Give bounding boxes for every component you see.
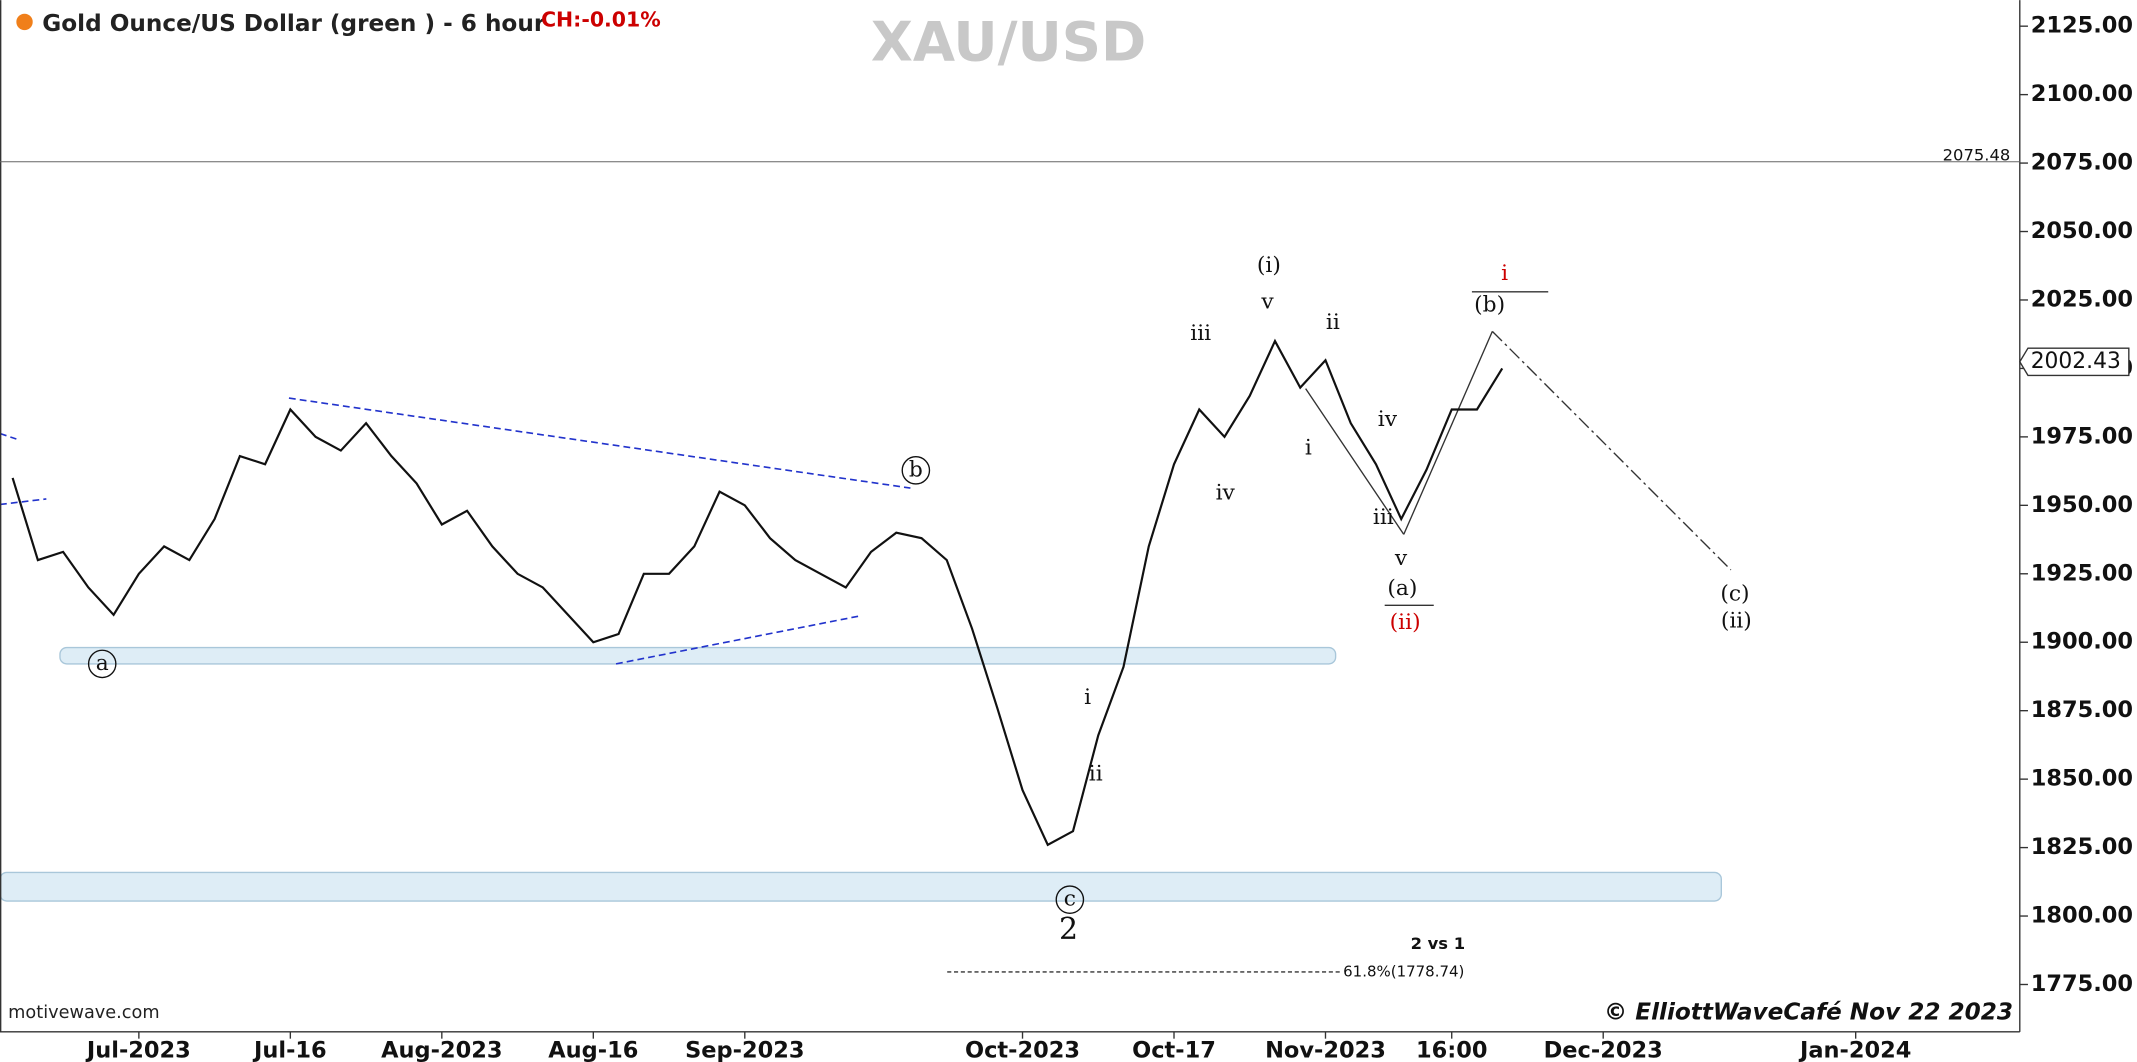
x-tick-label: Oct-2023 xyxy=(965,1037,1080,1062)
y-tick-label: 2050.00 xyxy=(2031,218,2133,244)
wave-label: i xyxy=(1305,436,1312,461)
x-tick-label: Nov-2023 xyxy=(1265,1037,1386,1062)
wave-label: i xyxy=(1084,685,1091,710)
wave-label: ii xyxy=(1089,761,1103,786)
y-tick-label: 1975.00 xyxy=(2031,423,2133,449)
wave-label: iii xyxy=(1373,505,1394,530)
wave-circles xyxy=(87,456,1085,914)
y-tick-label: 1950.00 xyxy=(2031,492,2133,518)
change-label: CH:-0.01% xyxy=(541,8,661,32)
y-tick-label: 1925.00 xyxy=(2031,560,2133,586)
support-zone xyxy=(59,646,1337,665)
watermark: XAU/USD xyxy=(871,9,1146,73)
x-tick-label: Aug-2023 xyxy=(381,1037,502,1062)
last-price-label: 2002.43 xyxy=(2031,349,2121,374)
reference-label: 2075.48 xyxy=(1943,145,2011,164)
x-tick-label: Jan-2024 xyxy=(1798,1037,1911,1062)
y-tick-label: 2075.00 xyxy=(2031,150,2133,176)
wave-label: (b) xyxy=(1474,292,1505,317)
y-tick-label: 2125.00 xyxy=(2031,13,2133,39)
wave-label: v xyxy=(1394,546,1408,571)
wave-label: (i) xyxy=(1257,253,1281,278)
support-zone xyxy=(0,871,1723,902)
wave-label: b xyxy=(909,457,923,482)
wave-label: iii xyxy=(1190,321,1211,346)
series-dot xyxy=(16,13,33,31)
y-tick-label: 1800.00 xyxy=(2031,903,2133,929)
x-tick-label: Dec-2023 xyxy=(1544,1037,1663,1062)
wave-label: c xyxy=(1064,887,1076,912)
x-tick-label: Oct-17 xyxy=(1132,1037,1216,1062)
y-tick-label: 1850.00 xyxy=(2031,766,2133,792)
fib-label: 61.8%(1778.74) xyxy=(1343,962,1464,980)
y-tick-label: 2025.00 xyxy=(2031,286,2133,312)
wave-label: v xyxy=(1260,290,1274,315)
copyright: © ElliottWaveCafé Nov 22 2023 xyxy=(1604,999,2013,1025)
wave-label: (c) xyxy=(1720,581,1749,606)
wave-label: (a) xyxy=(1387,576,1417,601)
x-tick-label: Jul-2023 xyxy=(85,1037,191,1062)
y-tick-label: 2100.00 xyxy=(2031,81,2133,107)
wave-label: i xyxy=(1501,261,1508,286)
note: 2 vs 1 xyxy=(1411,934,1466,953)
y-tick-label: 1825.00 xyxy=(2031,834,2133,860)
wave-label: iv xyxy=(1378,407,1398,432)
wave-lines xyxy=(947,291,1732,973)
y-tick-label: 1875.00 xyxy=(2031,697,2133,723)
chart-title: Gold Ounce/US Dollar (green ) - 6 hour xyxy=(42,11,546,37)
x-tick-label: Sep-2023 xyxy=(685,1037,804,1062)
wave-label: iv xyxy=(1216,481,1236,506)
wave-label: a xyxy=(96,651,109,676)
y-tick-label: 1775.00 xyxy=(2031,971,2133,997)
x-tick-label: Aug-16 xyxy=(548,1037,638,1062)
last-price-box xyxy=(2018,347,2130,377)
price-line xyxy=(11,338,1504,847)
x-tick-label: Jul-16 xyxy=(252,1037,327,1062)
wave-label: (ii) xyxy=(1390,610,1421,635)
y-tick-label: 1900.00 xyxy=(2031,629,2133,655)
wave-label: 2 xyxy=(1059,912,1078,947)
trendlines xyxy=(0,397,911,665)
wave-label: (ii) xyxy=(1721,609,1752,634)
wave-label: ii xyxy=(1326,310,1340,335)
source: motivewave.com xyxy=(8,1003,159,1023)
x-tick-label: 16:00 xyxy=(1416,1037,1488,1062)
